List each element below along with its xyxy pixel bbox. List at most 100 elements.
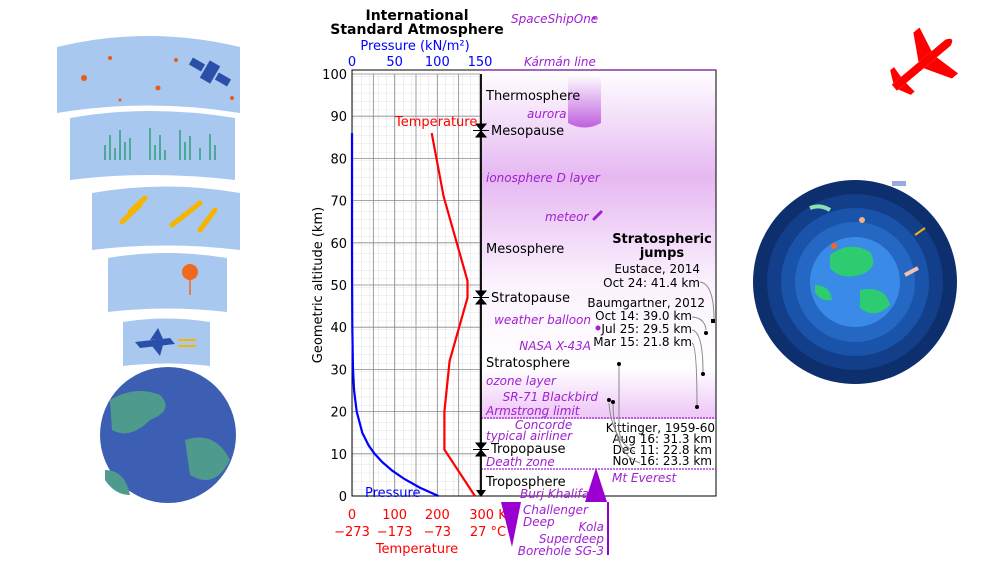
armstrong-limit-label: Armstrong limit: [485, 404, 581, 418]
globe-balloon-icon: [859, 217, 865, 223]
altitude-tick-label: 80: [330, 152, 347, 167]
eustace-date: Oct 24: 41.4 km: [603, 276, 700, 290]
concorde-label: Concorde: [515, 418, 572, 432]
everest-mountain: [585, 468, 607, 502]
burj-khalifa-label: Burj Khalifa: [520, 487, 589, 501]
challenger-label-1: Challenger: [523, 503, 589, 517]
aurora-icon: [104, 128, 216, 160]
thermosphere-panel: [70, 111, 235, 180]
kelvin-tick-label: 0: [348, 508, 356, 523]
jump-marker: [701, 372, 705, 376]
pressure-tick-label: 50: [386, 55, 403, 70]
boundary-markers: [473, 123, 489, 497]
altitude-tick-label: 60: [330, 237, 347, 252]
kola-label-3: Borehole SG-3: [518, 544, 604, 558]
jump-marker: [611, 400, 615, 404]
everest-label: Mt Everest: [612, 471, 678, 485]
pressure-tick-label: 100: [425, 55, 450, 70]
grid-major: [351, 73, 481, 497]
mesosphere-label: Mesosphere: [486, 242, 564, 257]
baumgartner-jump-3: Mar 15: 21.8 km: [593, 335, 692, 349]
layer-labels: Thermosphere Mesopause Mesosphere Strato…: [485, 89, 580, 490]
celsius-tick-label: −173: [377, 525, 413, 540]
pressure-tick-label: 150: [468, 55, 493, 70]
globe-plane-icon: [904, 266, 919, 277]
kola-label-1: Kola: [579, 520, 604, 534]
ionosphere-label: ionosphere D layer: [486, 171, 601, 185]
challenger-label-2: Deep: [523, 515, 555, 529]
meteor-label: meteor: [545, 210, 590, 224]
aurora-curtain: [568, 74, 601, 128]
altitude-tick-label: 0: [339, 490, 347, 505]
altitude-tick-label: 90: [330, 110, 347, 125]
altitude-tick-label: 20: [330, 406, 347, 421]
jump-marker: [695, 405, 699, 409]
exosphere-panel: [57, 36, 240, 113]
kittinger-jump-2: Dec 11: 22.8 km: [613, 443, 712, 457]
jump-marker: [607, 398, 611, 402]
red-airplane-icon: [890, 27, 959, 95]
troposphere-label: Troposphere: [485, 475, 566, 490]
temperature-curve: [430, 132, 476, 497]
altitude-tick-label: 40: [330, 321, 347, 336]
stratosphere-panel: [108, 253, 227, 312]
left-layer-illustration: [57, 36, 240, 503]
mesosphere-panel: [92, 186, 240, 250]
baumgartner-name: Baumgartner, 2012: [587, 296, 705, 310]
meteors-icon: [119, 195, 218, 233]
celsius-tick-label: −273: [334, 525, 370, 540]
weather-balloon-label: weather balloon: [494, 313, 591, 327]
stars-icon: [81, 56, 234, 102]
thermosphere-label: Thermosphere: [485, 89, 580, 104]
kittinger-jump-1: Aug 16: 31.3 km: [612, 432, 712, 446]
altitude-tick-label: 30: [330, 363, 347, 378]
jumps-title-2: jumps: [639, 246, 685, 261]
stratopause-label: Stratopause: [491, 291, 570, 306]
right-globe-illustration: [753, 180, 957, 384]
airliner-label: typical airliner: [486, 429, 573, 443]
altitude-tick-label: 100: [322, 68, 347, 83]
jumps-title-1: Stratospheric: [612, 232, 712, 247]
atmosphere-chart: International Standard Atmosphere Pressu…: [311, 8, 717, 558]
jump-marker: [704, 331, 708, 335]
kittinger-jump-3: Nov 16: 23.3 km: [612, 454, 712, 468]
satellite-icon: [188, 57, 232, 87]
death-zone-label: Death zone: [486, 455, 555, 469]
kola-label-2: Superdeep: [539, 532, 605, 546]
pressure-curve-label: Pressure: [365, 486, 421, 501]
meteor-icon: [592, 210, 603, 221]
airplane-icon: [135, 328, 196, 356]
pressure-curve: [350, 133, 439, 498]
pressure-tick-label: 0: [348, 55, 356, 70]
jump-marker: [711, 319, 715, 323]
globe-aurora-icon: [809, 204, 832, 212]
annotation-labels: SpaceShipOne Kármán line aurora ionosphe…: [485, 12, 678, 558]
challenger-deep-trench: [501, 502, 521, 547]
karman-line-label: Kármán line: [524, 55, 596, 69]
temperature-axis-label: Temperature: [375, 542, 458, 557]
earth-icon: [100, 367, 236, 503]
celsius-tick-label: 27 °C: [470, 525, 506, 540]
stratospheric-jumps: Stratospheric jumps Eustace, 2014 Oct 24…: [587, 232, 715, 468]
baumgartner-jump-1: Oct 14: 39.0 km: [595, 309, 692, 323]
altitude-tick-label: 10: [330, 448, 347, 463]
kittinger-name: Kittinger, 1959-60: [606, 421, 715, 435]
sr71-label: SR-71 Blackbird: [503, 390, 599, 404]
temperature-curve-label: Temperature: [394, 115, 477, 130]
baumgartner-jump-2: Jul 25: 29.5 km: [600, 322, 692, 336]
jump-leader-lines: [608, 281, 715, 464]
aurora-label: aurora: [527, 107, 567, 121]
chart-title-line2: Standard Atmosphere: [330, 22, 503, 38]
stratosphere-label: Stratosphere: [486, 356, 570, 371]
ozone-layer-label: ozone layer: [486, 374, 557, 388]
altitude-tick-label: 70: [330, 195, 347, 210]
kelvin-tick-label: 200: [425, 508, 450, 523]
pressure-axis-label: Pressure (kN/m²): [360, 39, 469, 54]
chart-title-line1: International: [365, 8, 468, 24]
x43a-label: NASA X-43A: [519, 339, 591, 353]
eustace-name: Eustace, 2014: [614, 262, 700, 276]
altitude-tick-label: 50: [330, 279, 347, 294]
altitude-axis-label: Geometric altitude (km): [311, 207, 326, 363]
